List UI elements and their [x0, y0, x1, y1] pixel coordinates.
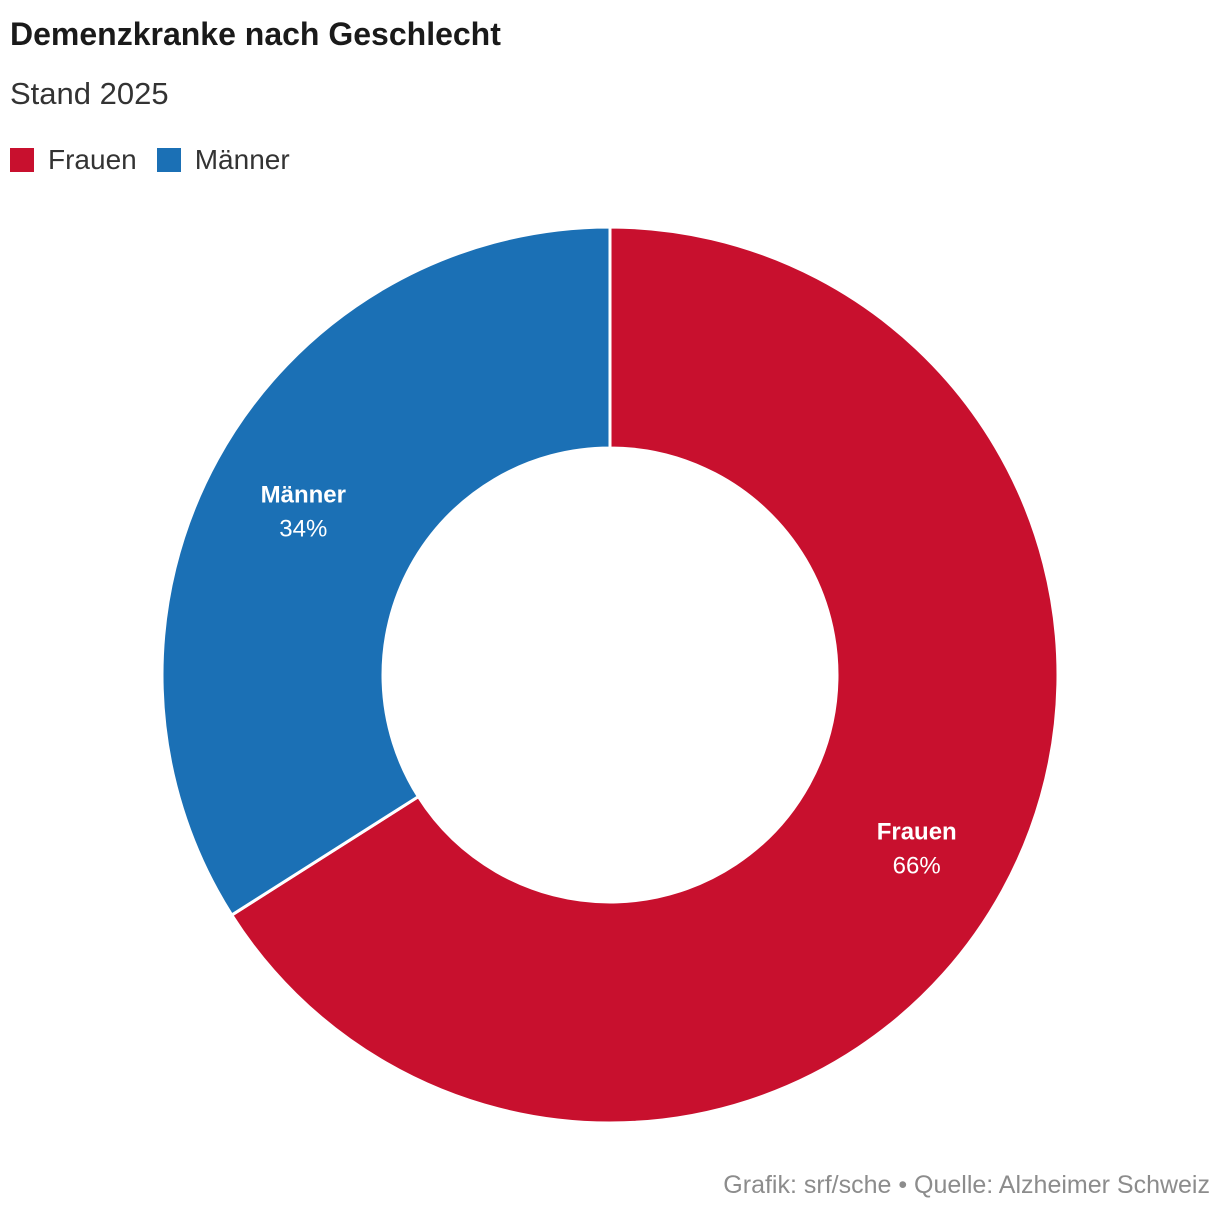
- legend-swatch-frauen: [10, 148, 34, 172]
- donut-slice-frauen: [230, 225, 1060, 1125]
- legend-label-maenner: Männer: [194, 144, 290, 175]
- slice-label-value-frauen: 66%: [893, 853, 941, 880]
- donut-slice-maenner: [160, 225, 612, 917]
- chart-title: Demenzkranke nach Geschlecht: [10, 16, 501, 52]
- slice-label-value-maenner: 34%: [279, 515, 327, 542]
- chart-subtitle: Stand 2025: [10, 76, 169, 111]
- chart-source-footer: Grafik: srf/sche • Quelle: Alzheimer Sch…: [723, 1171, 1210, 1199]
- slice-label-name-maenner: Männer: [261, 481, 346, 508]
- donut-slices: [160, 225, 1060, 1125]
- legend-item-frauen: Frauen: [10, 144, 137, 176]
- legend-label-frauen: Frauen: [48, 144, 137, 175]
- legend-swatch-maenner: [156, 148, 181, 172]
- slice-label-name-frauen: Frauen: [877, 819, 957, 846]
- legend-item-maenner: Männer: [156, 144, 290, 176]
- chart-legend: Frauen Männer: [10, 144, 310, 176]
- donut-labels: Frauen 66% Männer 34%: [261, 481, 957, 879]
